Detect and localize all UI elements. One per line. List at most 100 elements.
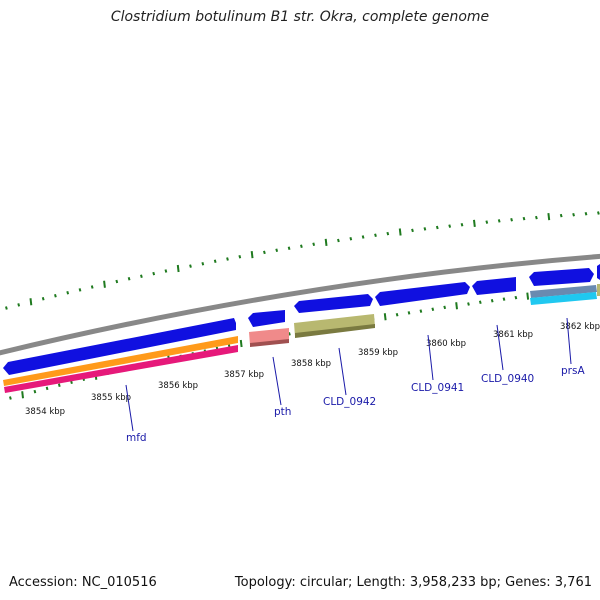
- minor-tick: [9, 396, 12, 400]
- minor-tick: [312, 242, 316, 247]
- minor-tick: [57, 383, 61, 388]
- minor-tick: [361, 235, 365, 239]
- leader-line-pth: [272, 356, 282, 406]
- leader-line-cld0942: [338, 347, 347, 396]
- cds-arrow-prsa: [529, 268, 594, 286]
- gene-label-prsa: prsA: [561, 365, 585, 377]
- minor-tick: [288, 332, 291, 336]
- minor-tick: [411, 228, 414, 233]
- minor-tick: [33, 389, 37, 394]
- kbp-label: 3857 kbp: [224, 370, 264, 380]
- minor-tick: [238, 255, 242, 259]
- leader-line-mfd: [125, 384, 134, 432]
- major-tick: [383, 313, 387, 321]
- minor-tick: [423, 227, 427, 231]
- minor-tick: [275, 248, 279, 253]
- minor-tick: [140, 274, 143, 278]
- minor-tick: [41, 296, 45, 301]
- major-tick: [250, 250, 254, 259]
- pink-track-shadow: [250, 339, 289, 347]
- kbp-label: 3856 kbp: [158, 381, 198, 391]
- kbp-label: 3862 kbp: [560, 322, 600, 332]
- minor-tick: [490, 298, 494, 303]
- minor-tick: [226, 257, 229, 261]
- genome-backbone: [0, 253, 600, 356]
- minor-tick: [443, 305, 447, 310]
- minor-tick: [189, 264, 192, 268]
- kbp-label: 3858 kbp: [291, 359, 331, 369]
- major-tick: [29, 298, 33, 306]
- gene-labels: mfd pth CLD_0942 CLD_0941 CLD_0940 prsA: [126, 365, 585, 444]
- genome-summary-text: Topology: circular; Length: 3,958,233 bp…: [234, 575, 592, 590]
- kbp-label: 3861 kbp: [493, 330, 533, 340]
- major-tick: [473, 219, 476, 228]
- gene-label-mfd: mfd: [126, 432, 147, 444]
- gene-label-cld0941: CLD_0941: [411, 382, 464, 394]
- cds-arrow-cld0941: [375, 282, 470, 306]
- olive-track-shadow: [295, 324, 375, 338]
- major-tick: [324, 238, 328, 247]
- minor-tick: [213, 259, 217, 264]
- kbp-label: 3854 kbp: [25, 407, 65, 417]
- olive-track-edge: [597, 284, 600, 296]
- olive-track: [294, 314, 375, 336]
- minor-tick: [115, 279, 119, 284]
- minor-tick: [263, 250, 266, 255]
- minor-tick: [337, 238, 340, 243]
- minor-tick: [597, 211, 600, 215]
- minor-tick: [514, 295, 518, 300]
- leader-line-cld0941: [427, 334, 434, 381]
- minor-tick: [127, 277, 131, 281]
- cds-arrow-cld0940: [472, 277, 516, 295]
- major-tick: [526, 292, 530, 300]
- minor-tick: [522, 216, 526, 221]
- minor-tick: [374, 233, 377, 238]
- minor-tick: [386, 231, 390, 236]
- minor-tick: [300, 244, 303, 249]
- minor-tick: [485, 220, 489, 224]
- major-tick: [103, 280, 106, 288]
- cds-arrow-edge: [597, 264, 600, 280]
- cds-features: [3, 264, 600, 375]
- outer-tick-ring: [5, 211, 600, 310]
- cds-arrow-mfd: [3, 318, 236, 375]
- leader-line-prsa: [566, 317, 572, 365]
- major-tick: [547, 212, 551, 221]
- minor-tick: [395, 313, 399, 317]
- kbp-labels: 3854 kbp 3855 kbp 3856 kbp 3857 kbp 3858…: [25, 322, 600, 417]
- minor-tick: [90, 285, 94, 289]
- minor-tick: [407, 311, 411, 315]
- minor-tick: [152, 271, 156, 276]
- kbp-label: 3855 kbp: [91, 393, 131, 403]
- kbp-label: 3859 kbp: [358, 348, 398, 358]
- cyan-track: [530, 292, 597, 305]
- major-tick: [455, 302, 458, 310]
- leader-line-cld0940: [496, 324, 504, 371]
- gene-label-cld0940: CLD_0940: [481, 373, 534, 385]
- orange-track: [3, 336, 238, 386]
- minor-tick: [45, 386, 49, 391]
- minor-tick: [448, 224, 452, 228]
- minor-tick: [349, 236, 353, 241]
- cds-arrow-pth: [248, 310, 285, 327]
- feature-tracks: [3, 284, 600, 393]
- minor-tick: [431, 307, 435, 311]
- minor-tick: [460, 222, 464, 227]
- minor-tick: [5, 306, 8, 310]
- minor-tick: [54, 293, 57, 298]
- minor-tick: [17, 303, 21, 307]
- minor-tick: [584, 212, 588, 216]
- minor-tick: [467, 302, 470, 306]
- minor-tick: [559, 213, 563, 218]
- accession-text: Accession: NC_010516: [9, 575, 157, 590]
- minor-tick: [497, 219, 501, 223]
- minor-tick: [535, 215, 538, 220]
- gene-leader-lines: [125, 317, 572, 432]
- minor-tick: [287, 246, 291, 251]
- minor-tick: [435, 225, 439, 230]
- kbp-label: 3860 kbp: [426, 339, 466, 349]
- major-tick: [21, 391, 24, 399]
- minor-tick: [478, 300, 482, 305]
- steel-track: [530, 285, 597, 298]
